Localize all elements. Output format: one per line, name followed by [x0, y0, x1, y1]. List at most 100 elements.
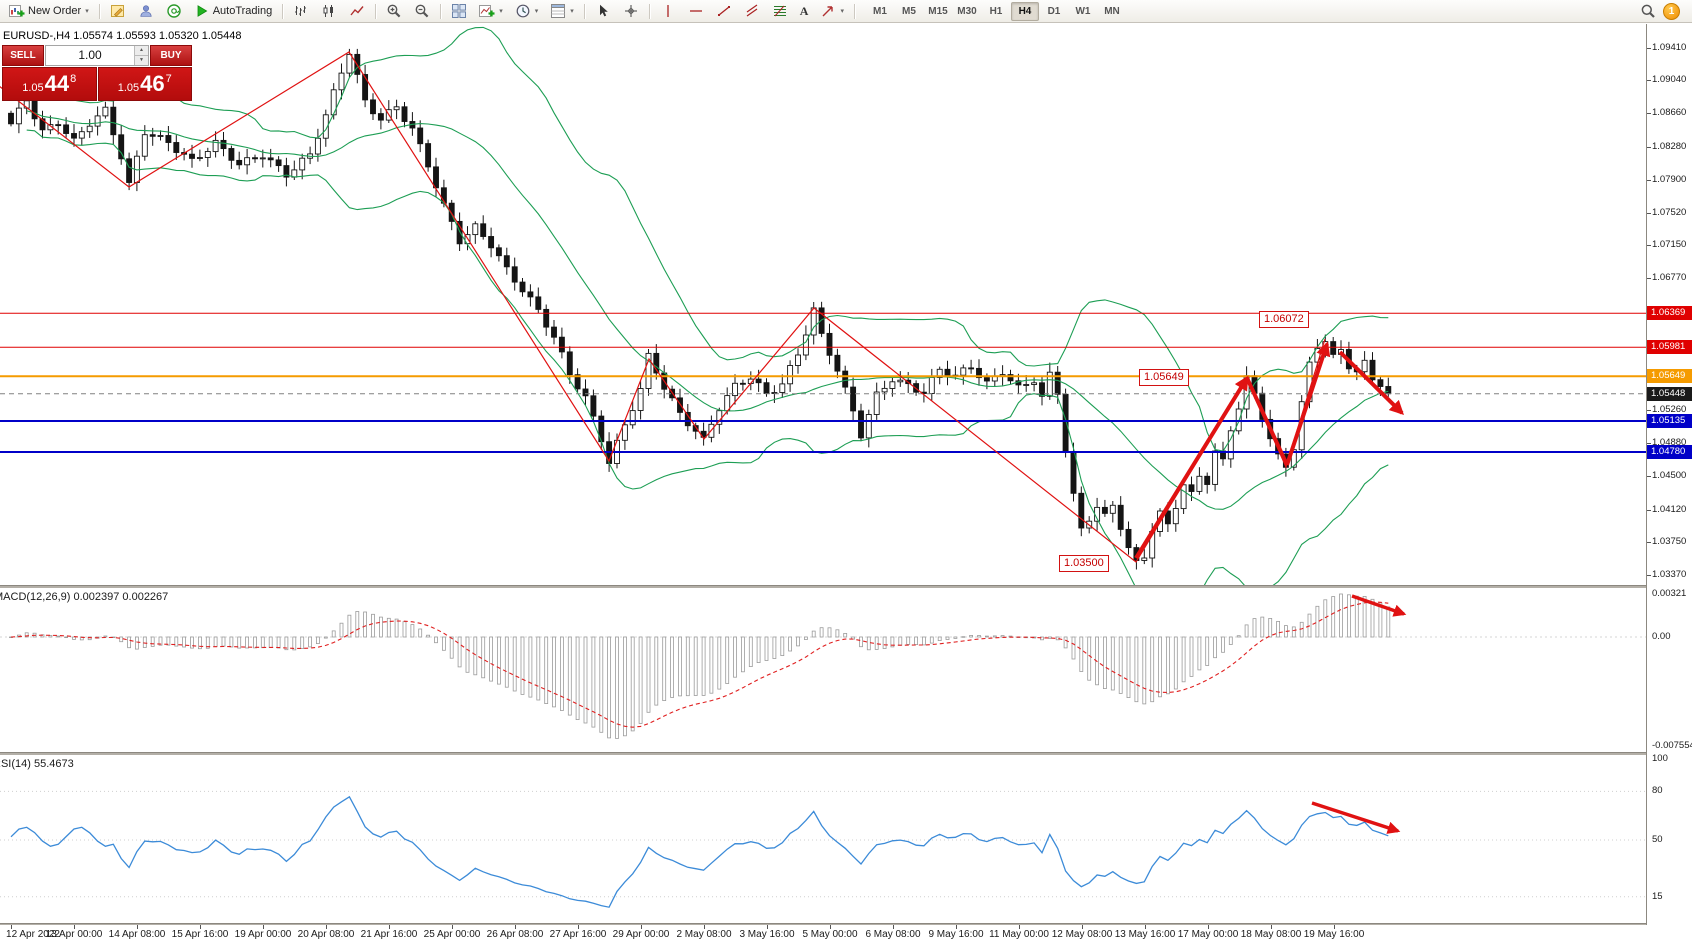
search-icon[interactable] [1640, 3, 1656, 19]
new-order-label: New Order [28, 5, 82, 17]
rsi-label: RSI(14) 55.4673 [0, 758, 74, 770]
periods-button[interactable]: ▾ [510, 0, 544, 22]
timeframe-button-M15[interactable]: M15 [928, 5, 948, 17]
price-tick-1.05260: 1.05260 [1652, 404, 1687, 415]
rsi-panel[interactable]: RSI(14) 55.4673 [0, 755, 1646, 923]
sell-price-button[interactable]: 1.05 44 8 [2, 67, 97, 101]
price-tick-1.06770: 1.06770 [1652, 272, 1687, 283]
time-axis[interactable]: 12 Apr 2022 13 Apr 00:00 14 Apr 08:00 15 Ap… [0, 925, 1692, 945]
price-flag-1.06072[interactable]: 1.06072 [1259, 311, 1309, 328]
new-order-button[interactable]: New Order ▾ [4, 0, 94, 22]
timeframe-button-M5[interactable]: M5 [902, 5, 916, 17]
crosshair-icon [624, 5, 637, 17]
indicators-button[interactable]: ▾ [474, 0, 508, 22]
horizontal-line-icon [689, 10, 702, 12]
tile-windows-button[interactable] [446, 0, 472, 22]
macd-canvas[interactable] [0, 588, 1646, 752]
bar-chart-button[interactable] [288, 0, 314, 22]
trend-arrows[interactable] [1134, 341, 1404, 560]
templates-button[interactable]: ▾ [545, 0, 579, 22]
main-chart[interactable]: EURUSD-,H4 1.05574 1.05593 1.05320 1.054… [0, 24, 1646, 612]
buy-price-button[interactable]: 1.05 46 7 [97, 67, 192, 101]
time-label-14: 6 May 08:00 [865, 929, 921, 940]
time-label-3: 15 Apr 16:00 [171, 929, 229, 940]
panel-separator[interactable] [0, 923, 1692, 925]
price-tick-1.09410: 1.09410 [1652, 42, 1687, 53]
profile-button[interactable] [133, 0, 159, 22]
arrows-tool-button[interactable]: ▾ [815, 0, 849, 22]
fibonacci-button[interactable] [767, 0, 793, 22]
timeframe-button-D1[interactable]: D1 [1047, 5, 1061, 17]
timeframe-button-W1[interactable]: W1 [1075, 5, 1091, 17]
volume-value[interactable]: 1.00 [78, 48, 102, 62]
timeframe-button-M30[interactable]: M30 [957, 5, 977, 17]
time-label-18: 13 May 16:00 [1114, 929, 1176, 940]
autotrading-button[interactable]: AutoTrading [189, 0, 278, 22]
price-tag-1.05981: 1.05981 [1647, 340, 1692, 354]
text-icon: A [799, 4, 809, 18]
panel-separator[interactable] [0, 752, 1692, 755]
price-axis[interactable]: 1.09410 1.09040 1.08660 1.08280 1.07900 1.075… [1646, 24, 1692, 925]
templates-icon [551, 4, 566, 18]
time-label-21: 19 May 16:00 [1303, 929, 1365, 940]
horizontal-level-lines[interactable] [0, 312, 1646, 453]
channel-button[interactable] [739, 0, 765, 22]
metaeditor-button[interactable] [105, 0, 131, 22]
timeframe-button-M1[interactable]: M1 [873, 5, 887, 17]
macd-panel[interactable]: MACD(12,26,9) 0.002397 0.002267 [0, 588, 1646, 752]
sell-button[interactable]: SELL [2, 45, 44, 66]
community-icon [167, 4, 181, 18]
chevron-down-icon: ▾ [499, 8, 503, 15]
rsi-canvas[interactable] [0, 755, 1646, 923]
crosshair-button[interactable] [618, 0, 644, 22]
toolbar-separator [583, 3, 585, 19]
cursor-button[interactable] [590, 0, 616, 22]
macd-trend-arrow[interactable] [1351, 594, 1407, 617]
toolbar-right-group: 1 [1640, 2, 1688, 20]
text-tool-button[interactable]: A [795, 0, 814, 22]
price-tag-1.05649: 1.05649 [1647, 369, 1692, 383]
sell-price-sup: 8 [70, 73, 77, 85]
time-label-12: 3 May 16:00 [739, 929, 795, 940]
vertical-line-button[interactable] [655, 0, 681, 22]
rsi-axis-80: 80 [1652, 785, 1663, 796]
price-flag-1.05649[interactable]: 1.05649 [1139, 369, 1189, 386]
chevron-down-icon: ▾ [570, 8, 574, 15]
timeframe-button-H4[interactable]: H4 [1010, 1, 1039, 21]
buy-button[interactable]: BUY [150, 45, 192, 66]
price-tick-1.03370: 1.03370 [1652, 569, 1687, 580]
time-label-15: 9 May 16:00 [928, 929, 984, 940]
panel-separator[interactable] [0, 585, 1692, 588]
zoom-out-button[interactable] [409, 0, 435, 22]
notifications-badge[interactable]: 1 [1663, 2, 1680, 20]
volume-decrease-button[interactable]: ▼ [135, 56, 148, 65]
toolbar-separator [282, 3, 284, 19]
metaeditor-icon [110, 5, 124, 17]
main-chart-canvas[interactable] [0, 24, 1646, 612]
vertical-line-icon [667, 5, 669, 17]
volume-field[interactable]: 1.00 ▲ ▼ [45, 45, 149, 66]
timeframe-button-H1[interactable]: H1 [989, 5, 1003, 17]
fibonacci-icon [773, 5, 786, 17]
zigzag-trendlines[interactable] [0, 51, 1326, 563]
line-chart-button[interactable] [344, 0, 370, 22]
rsi-trend-arrow[interactable] [1311, 801, 1401, 834]
sell-price-prefix: 1.05 [22, 82, 44, 94]
volume-increase-button[interactable]: ▲ [135, 46, 148, 56]
trendline-button[interactable] [711, 0, 737, 22]
price-flag-1.03500[interactable]: 1.03500 [1059, 555, 1109, 572]
autotrading-icon [197, 5, 208, 17]
time-label-1: 13 Apr 00:00 [45, 929, 103, 940]
time-label-16: 11 May 00:00 [989, 929, 1049, 940]
one-click-trading-panel: SELL 1.00 ▲ ▼ BUY 1.05 44 8 1.05 46 7 [2, 45, 192, 101]
price-tag-1.04780: 1.04780 [1647, 445, 1692, 459]
profile-icon [140, 5, 152, 17]
horizontal-line-button[interactable] [683, 0, 709, 22]
time-label-9: 27 Apr 16:00 [549, 929, 607, 940]
candlestick-chart-button[interactable] [316, 0, 342, 22]
timeframe-button-MN[interactable]: MN [1104, 5, 1120, 17]
community-button[interactable] [161, 0, 187, 22]
zoom-in-button[interactable] [381, 0, 407, 22]
new-order-icon [9, 5, 25, 17]
zoom-out-icon [415, 4, 429, 18]
